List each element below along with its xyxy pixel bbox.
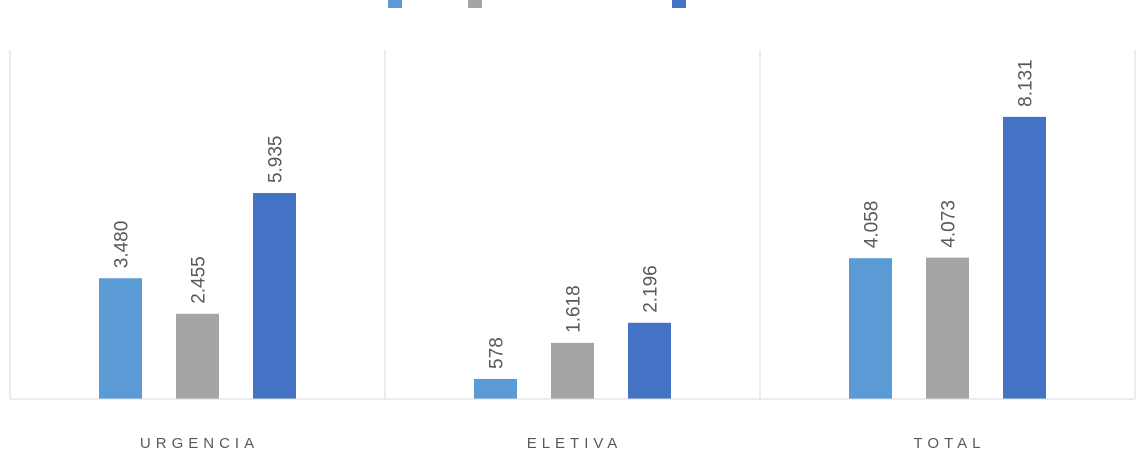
data-label: 4.073 bbox=[939, 200, 960, 248]
bar bbox=[628, 322, 671, 399]
bar bbox=[99, 278, 142, 399]
legend-swatch bbox=[672, 0, 686, 8]
bar bbox=[1003, 116, 1046, 399]
data-label: 5.935 bbox=[266, 136, 287, 184]
data-label: 2.196 bbox=[641, 265, 662, 313]
x-tick-label: TOTAL bbox=[914, 435, 986, 452]
bar bbox=[551, 342, 594, 399]
bar bbox=[926, 257, 969, 399]
data-label: 3.480 bbox=[112, 221, 133, 269]
legend-swatch bbox=[468, 0, 482, 8]
bar bbox=[474, 378, 517, 399]
data-label: 578 bbox=[487, 337, 508, 369]
bar bbox=[176, 313, 219, 399]
data-label: 8.131 bbox=[1016, 59, 1037, 107]
data-label: 2.455 bbox=[189, 256, 210, 304]
data-label: 4.058 bbox=[862, 201, 883, 249]
bar bbox=[253, 193, 296, 399]
x-tick-label: ELETIVA bbox=[527, 435, 623, 452]
bar bbox=[849, 258, 892, 399]
data-label: 1.618 bbox=[564, 285, 585, 333]
x-tick-label: URGENCIA bbox=[140, 435, 259, 452]
legend-swatch bbox=[388, 0, 402, 8]
